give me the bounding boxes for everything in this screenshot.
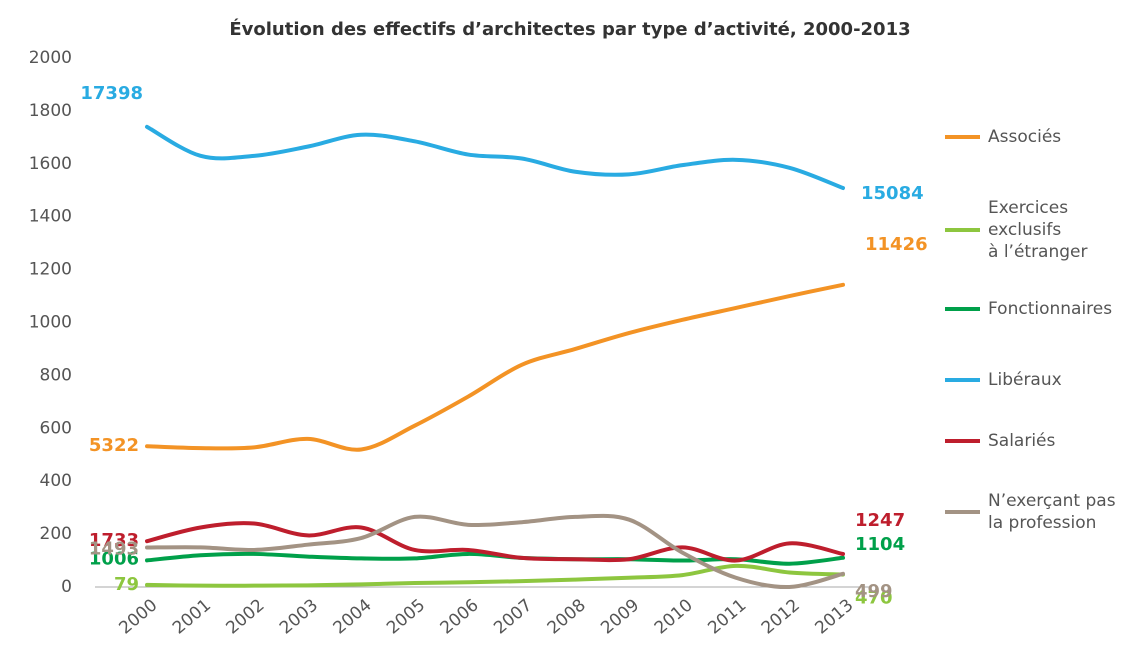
legend-label: Fonctionnaires — [988, 299, 1112, 319]
line-series — [145, 521, 845, 563]
y-tick-label: 1600 — [29, 154, 72, 174]
data-label: 11426 — [865, 234, 928, 255]
y-tick-label: 200 — [40, 524, 72, 544]
legend-label: Libéraux — [988, 370, 1062, 390]
data-label: 15084 — [861, 183, 924, 204]
x-tick-label: 2002 — [223, 595, 269, 638]
legend-label: N’exerçant pas la profession — [988, 491, 1116, 533]
line-series — [145, 124, 845, 191]
x-tick-label: 2008 — [544, 595, 590, 638]
line-series — [145, 513, 845, 590]
data-label: 5322 — [89, 435, 139, 456]
data-label: 1733 — [89, 530, 139, 551]
x-tick-label: 2005 — [383, 595, 429, 638]
data-label: 79 — [114, 574, 139, 595]
x-tick-label: 2006 — [437, 595, 483, 638]
y-tick-label: 1800 — [29, 101, 72, 121]
y-tick-label: 1000 — [29, 313, 72, 333]
legend-label: Salariés — [988, 431, 1056, 451]
y-tick-label: 800 — [40, 365, 72, 385]
line-series — [145, 563, 845, 588]
legend-label: Exercices exclusifs à l’étranger — [988, 198, 1088, 262]
data-label: 470 — [855, 588, 893, 609]
legend-label: Associés — [988, 127, 1061, 147]
chart-title: Évolution des effectifs d’architectes pa… — [229, 18, 910, 40]
line-series — [145, 282, 845, 452]
y-tick-label: 600 — [40, 418, 72, 438]
x-tick-label: 2001 — [169, 595, 215, 638]
x-tick-label: 2009 — [597, 595, 643, 638]
x-tick-label: 2010 — [651, 595, 697, 638]
data-label: 1006 — [89, 548, 139, 569]
data-label: 1493 — [89, 539, 139, 560]
y-tick-label: 1200 — [29, 260, 72, 280]
x-tick-label: 2011 — [704, 595, 750, 638]
data-label: 1247 — [855, 510, 905, 531]
y-tick-label: 2000 — [29, 48, 72, 68]
x-tick-label: 2000 — [115, 595, 161, 638]
data-label: 499 — [855, 581, 893, 602]
x-tick-label: 2013 — [811, 595, 857, 638]
x-tick-label: 2003 — [276, 595, 322, 638]
y-tick-label: 1400 — [29, 207, 72, 227]
data-label: 17398 — [80, 83, 143, 104]
x-tick-label: 2012 — [758, 595, 804, 638]
y-tick-label: 0 — [61, 577, 72, 597]
x-tick-label: 2007 — [490, 595, 536, 638]
y-tick-label: 400 — [40, 471, 72, 491]
data-label: 1104 — [855, 534, 905, 555]
x-tick-label: 2004 — [330, 595, 376, 638]
